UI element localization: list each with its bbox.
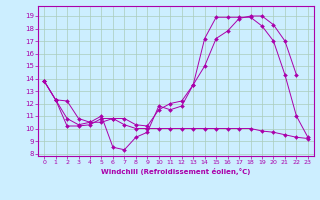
X-axis label: Windchill (Refroidissement éolien,°C): Windchill (Refroidissement éolien,°C)	[101, 168, 251, 175]
